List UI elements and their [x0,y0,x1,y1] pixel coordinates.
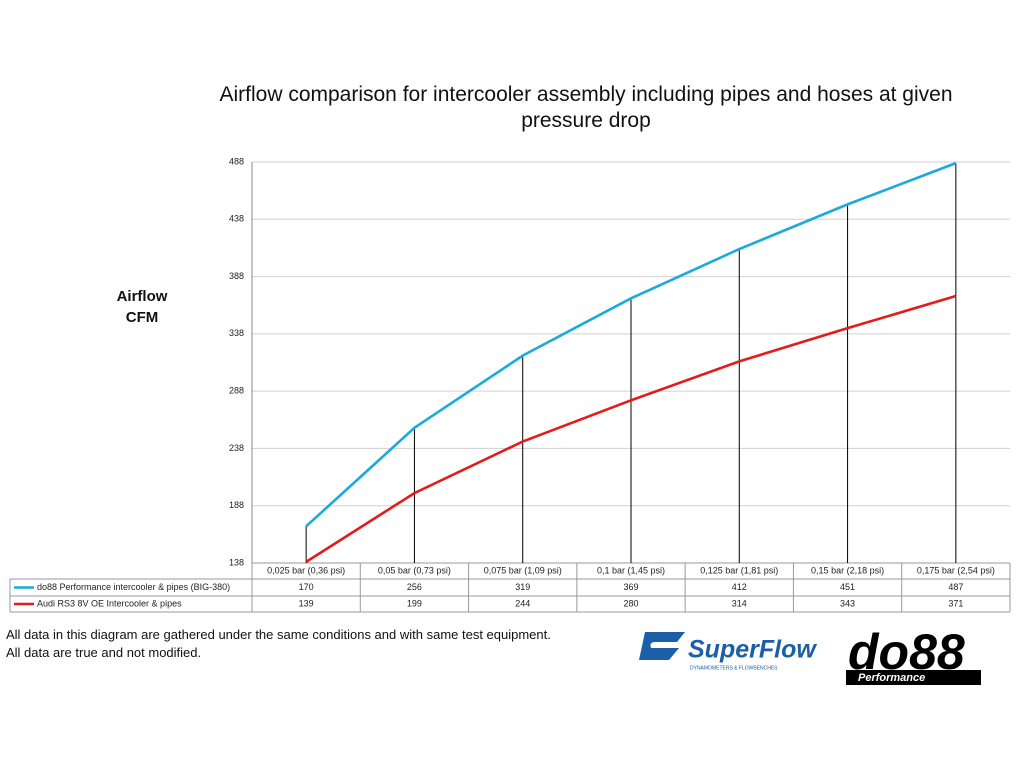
x-tick-label: 0,075 bar (1,09 psi) [484,565,562,575]
footnote: All data in this diagram are gathered un… [6,627,551,642]
y-tick-label: 288 [229,386,244,396]
chart-title: Airflow comparison for intercooler assem… [219,83,953,132]
table-value: 371 [948,598,963,608]
y-tick-label: 188 [229,500,244,510]
x-tick-label: 0,15 bar (2,18 psi) [811,565,884,575]
series-line [305,161,957,528]
table-value: 319 [515,582,530,592]
x-tick-label: 0,175 bar (2,54 psi) [917,565,995,575]
table-value: 170 [299,582,314,592]
y-tick-label: 488 [229,156,244,166]
logo-subtext: Performance [858,672,925,684]
logo-bar [846,670,981,685]
x-tick-label: 0,025 bar (0,36 psi) [267,565,345,575]
x-tick-label: 0,125 bar (1,81 psi) [700,565,778,575]
logo-shape [639,632,685,660]
x-tick-label: 0,1 bar (1,45 psi) [597,565,665,575]
footnote: All data are true and not modified. [6,645,202,660]
legend-label: Audi RS3 8V OE Intercooler & pipes [37,598,182,608]
superflow-logo: SuperFlow DYNAMOMETERS & FLOWBENCHES [639,632,817,671]
table-value: 139 [299,598,314,608]
table-value: 343 [840,598,855,608]
table-value: 412 [732,582,747,592]
table-value: 199 [407,598,422,608]
logo-subtext: DYNAMOMETERS & FLOWBENCHES [690,665,778,671]
table-value: 314 [732,598,747,608]
table-value: 256 [407,582,422,592]
table-value: 487 [948,582,963,592]
y-tick-label: 338 [229,328,244,338]
table-value: 451 [840,582,855,592]
x-tick-label: 0,05 bar (0,73 psi) [378,565,451,575]
y-tick-label: 388 [229,271,244,281]
y-axis-label: Airflow CFM [116,288,168,326]
table-value: 369 [623,582,638,592]
y-tick-label: 138 [229,557,244,567]
y-tick-label: 238 [229,443,244,453]
series-line [305,294,957,563]
logo-text: SuperFlow [688,636,817,664]
do88-logo: do88 Performance [846,624,981,685]
table-value: 244 [515,598,530,608]
legend-label: do88 Performance intercooler & pipes (BI… [37,582,230,592]
table-value: 280 [623,598,638,608]
y-tick-label: 438 [229,214,244,224]
